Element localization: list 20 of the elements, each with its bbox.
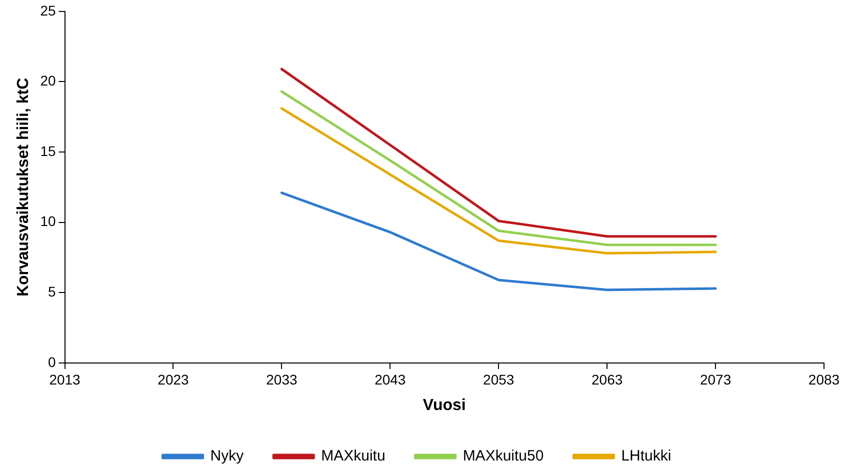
y-tick-label: 0 bbox=[48, 354, 56, 370]
y-axis-title: Korvausvaikutukset hiili, ktC bbox=[15, 77, 32, 297]
legend-label: MAXkuitu50 bbox=[462, 448, 544, 465]
legend-label: MAXkuitu bbox=[321, 448, 386, 465]
x-tick-label: 2033 bbox=[266, 371, 298, 388]
x-tick-label: 2043 bbox=[374, 371, 406, 388]
x-tick-label: 2013 bbox=[49, 371, 81, 388]
legend-label: Nyky bbox=[210, 448, 244, 465]
y-tick-label: 25 bbox=[40, 2, 56, 18]
x-tick-label: 2063 bbox=[592, 371, 623, 388]
x-axis-title: Vuosi bbox=[422, 396, 466, 414]
x-tick-label: 2023 bbox=[158, 371, 190, 388]
y-tick-label: 10 bbox=[40, 213, 56, 230]
y-tick-label: 20 bbox=[40, 72, 56, 89]
y-tick-label: 5 bbox=[48, 284, 56, 300]
x-tick-label: 2073 bbox=[700, 371, 732, 388]
y-tick-label: 15 bbox=[40, 142, 56, 159]
x-tick-label: 2083 bbox=[808, 371, 840, 388]
legend-label: LHtukki bbox=[621, 448, 672, 465]
x-tick-label: 2053 bbox=[483, 371, 514, 388]
